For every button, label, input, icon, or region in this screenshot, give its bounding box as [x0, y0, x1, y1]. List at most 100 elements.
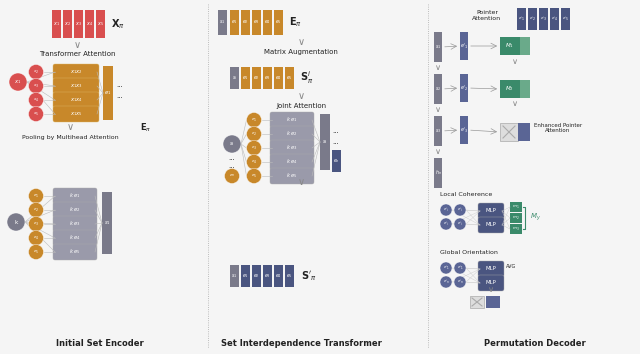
Text: MLP: MLP [486, 267, 497, 272]
FancyBboxPatch shape [53, 64, 99, 80]
Bar [230, 265, 239, 287]
Circle shape [246, 169, 262, 183]
Text: $e_3$: $e_3$ [264, 272, 271, 280]
Text: $e_2$: $e_2$ [253, 74, 260, 82]
FancyBboxPatch shape [53, 92, 99, 108]
Text: $x_2$: $x_2$ [64, 20, 71, 28]
Text: Pointer
Attention: Pointer Attention [472, 10, 502, 21]
Text: $M_y$: $M_y$ [530, 211, 541, 223]
Text: ...: ... [116, 93, 124, 99]
Text: $k\ e_1$: $k\ e_1$ [69, 192, 81, 200]
Bar [434, 32, 442, 62]
Text: MLP: MLP [486, 209, 497, 213]
Text: $m_3$: $m_3$ [512, 225, 520, 233]
Bar [63, 10, 72, 38]
Text: Pooling by Multihead Attention: Pooling by Multihead Attention [22, 135, 118, 139]
Text: ...: ... [228, 155, 236, 161]
Text: $e_1$: $e_1$ [231, 18, 238, 27]
Text: Matrix Augmentation: Matrix Augmentation [264, 49, 338, 55]
Text: $\mathbf{S}^i_\pi$: $\mathbf{S}^i_\pi$ [300, 70, 314, 86]
Circle shape [440, 204, 452, 216]
Text: $x_1 x_4$: $x_1 x_4$ [70, 96, 83, 104]
Text: $s_1$: $s_1$ [220, 18, 226, 27]
Text: $e_3$: $e_3$ [264, 74, 271, 82]
Circle shape [454, 276, 466, 288]
Text: $s_1$: $s_1$ [231, 272, 237, 280]
Text: $\vee$: $\vee$ [435, 148, 442, 156]
FancyBboxPatch shape [53, 216, 97, 232]
Text: $x_1 x_5$: $x_1 x_5$ [70, 110, 83, 118]
FancyBboxPatch shape [53, 202, 97, 218]
Bar [434, 74, 442, 104]
Text: $s_i$: $s_i$ [229, 140, 235, 148]
Text: $e_n$: $e_n$ [333, 158, 340, 165]
Text: $\vee$: $\vee$ [511, 99, 518, 108]
Bar [460, 116, 468, 144]
Text: $e'_4$: $e'_4$ [550, 15, 558, 23]
Bar [500, 37, 520, 55]
Text: $\vee$: $\vee$ [435, 105, 442, 114]
Text: $\mathbf{E}_\pi$: $\mathbf{E}_\pi$ [140, 122, 152, 134]
Text: $k\ e_1$: $k\ e_1$ [286, 115, 298, 125]
FancyBboxPatch shape [53, 188, 97, 204]
Text: $e'_5$: $e'_5$ [562, 15, 570, 23]
Text: $e_4$: $e_4$ [251, 158, 257, 166]
Bar [520, 37, 530, 55]
Text: ...: ... [333, 139, 339, 145]
Bar [517, 8, 526, 30]
Circle shape [29, 230, 44, 246]
Text: $e'_n$: $e'_n$ [456, 278, 463, 286]
Text: ...: ... [228, 163, 236, 169]
Text: $e'_3$: $e'_3$ [540, 15, 547, 23]
Bar [332, 150, 341, 172]
Text: $e_2$: $e_2$ [253, 272, 260, 280]
FancyBboxPatch shape [270, 154, 314, 170]
Bar [230, 67, 239, 89]
Text: $k\ e_3$: $k\ e_3$ [69, 219, 81, 228]
Text: $M_1$: $M_1$ [505, 41, 514, 51]
Text: $e_5$: $e_5$ [286, 74, 293, 82]
Text: ...: ... [116, 82, 124, 88]
Text: Initial Set Encoder: Initial Set Encoder [56, 339, 144, 348]
Bar [274, 67, 283, 89]
Circle shape [29, 64, 44, 80]
Bar [561, 8, 570, 30]
Text: $\vee$: $\vee$ [297, 177, 305, 187]
Circle shape [29, 217, 44, 232]
Circle shape [7, 213, 25, 231]
Bar [550, 8, 559, 30]
Text: $e_4$: $e_4$ [264, 18, 271, 27]
Text: $k\ e_5$: $k\ e_5$ [286, 172, 298, 181]
Text: MLP: MLP [486, 280, 497, 285]
Circle shape [9, 73, 27, 91]
Circle shape [440, 276, 452, 288]
Bar [102, 192, 112, 254]
Text: $e_5$: $e_5$ [33, 248, 39, 256]
Text: $e'_i$: $e'_i$ [457, 220, 463, 228]
Text: $m_2$: $m_2$ [512, 214, 520, 222]
Circle shape [246, 141, 262, 155]
Text: $\vee$: $\vee$ [435, 63, 442, 73]
Bar [274, 265, 283, 287]
Text: Transformer Attention: Transformer Attention [39, 51, 115, 57]
Circle shape [440, 262, 452, 274]
Text: $e'_1$: $e'_1$ [460, 41, 468, 51]
Bar [241, 265, 250, 287]
Text: MLP: MLP [486, 223, 497, 228]
Text: $e_5$: $e_5$ [275, 18, 282, 27]
Circle shape [29, 245, 44, 259]
FancyBboxPatch shape [53, 230, 97, 246]
Circle shape [29, 92, 44, 108]
FancyBboxPatch shape [478, 203, 504, 219]
Circle shape [246, 113, 262, 127]
Bar [500, 123, 518, 141]
Text: k: k [14, 219, 18, 224]
Text: $e_4$: $e_4$ [275, 74, 282, 82]
Text: $M_2$: $M_2$ [505, 85, 514, 93]
Text: $s_2$: $s_2$ [435, 85, 441, 93]
Bar [285, 67, 294, 89]
Bar [500, 80, 520, 98]
Bar [241, 10, 250, 35]
Text: $e_1$: $e_1$ [104, 89, 111, 97]
Text: $e_5$: $e_5$ [251, 172, 257, 180]
